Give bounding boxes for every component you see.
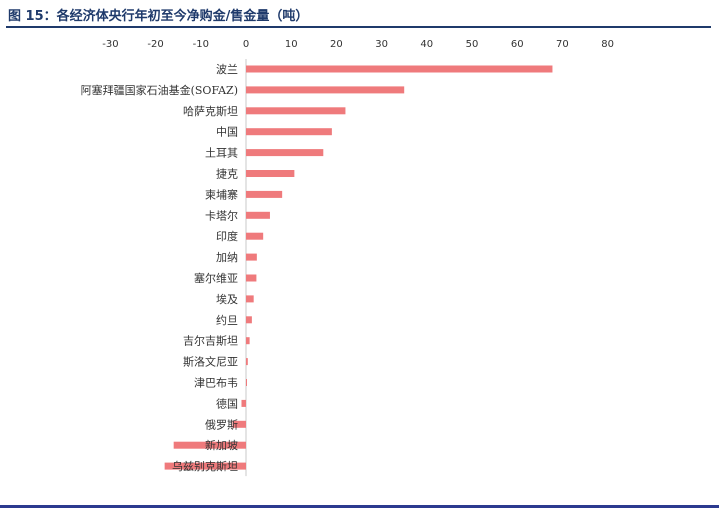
x-tick-label: 30 xyxy=(375,39,388,50)
bar xyxy=(246,190,283,198)
category-label: 波兰 xyxy=(216,63,238,76)
category-label: 德国 xyxy=(216,396,238,410)
x-tick-label: 70 xyxy=(556,39,569,50)
bar xyxy=(246,316,252,324)
bar xyxy=(173,441,246,449)
x-tick-label: 20 xyxy=(330,39,343,50)
bottom-rule xyxy=(0,505,719,508)
category-label: 柬埔寨 xyxy=(205,187,238,201)
x-tick-label: 60 xyxy=(511,39,524,50)
x-tick-label: 40 xyxy=(420,39,433,50)
x-tick-label: 50 xyxy=(466,39,479,50)
bar xyxy=(246,379,247,386)
bar xyxy=(246,337,250,345)
category-label: 塞尔维亚 xyxy=(194,271,238,285)
category-label: 约旦 xyxy=(216,314,238,327)
bar xyxy=(246,211,270,219)
category-label: 津巴布韦 xyxy=(194,377,238,390)
category-label: 印度 xyxy=(216,229,238,243)
category-label: 捷克 xyxy=(216,167,238,181)
category-label: 斯洛文尼亚 xyxy=(183,355,238,369)
x-tick-label: 10 xyxy=(285,39,298,50)
x-tick-label: -10 xyxy=(193,39,209,50)
category-label: 阿塞拜疆国家石油基金(SOFAZ) xyxy=(81,83,238,97)
x-tick-label: 80 xyxy=(601,39,614,50)
x-tick-label: 0 xyxy=(243,39,249,50)
category-label: 俄罗斯 xyxy=(205,418,238,431)
category-label: 新加坡 xyxy=(205,438,238,452)
category-label: 土耳其 xyxy=(205,147,238,160)
x-tick-label: -30 xyxy=(102,39,118,50)
bar xyxy=(164,462,246,470)
category-label: 卡塔尔 xyxy=(205,209,238,222)
bar xyxy=(246,65,553,73)
bar xyxy=(246,128,332,136)
category-label: 加纳 xyxy=(216,251,238,264)
bar xyxy=(246,274,257,282)
bar xyxy=(246,295,254,303)
bar xyxy=(246,170,295,177)
figure-title: 图 15：各经济体央行年初至今净购金/售金量（吨） xyxy=(8,9,309,24)
category-label: 埃及 xyxy=(216,292,238,306)
category-label: 乌兹别克斯坦 xyxy=(172,459,238,473)
bar xyxy=(246,86,405,94)
bar xyxy=(232,420,246,428)
bar xyxy=(246,149,324,157)
category-label: 中国 xyxy=(216,126,238,139)
bar xyxy=(246,232,264,240)
bar xyxy=(246,107,346,115)
category-label: 吉尔吉斯坦 xyxy=(183,334,238,348)
title-rule xyxy=(6,26,711,28)
bar xyxy=(246,253,257,261)
bar xyxy=(241,399,246,407)
x-tick-label: -20 xyxy=(147,39,163,50)
bar xyxy=(246,358,248,366)
category-label: 哈萨克斯坦 xyxy=(183,104,238,118)
